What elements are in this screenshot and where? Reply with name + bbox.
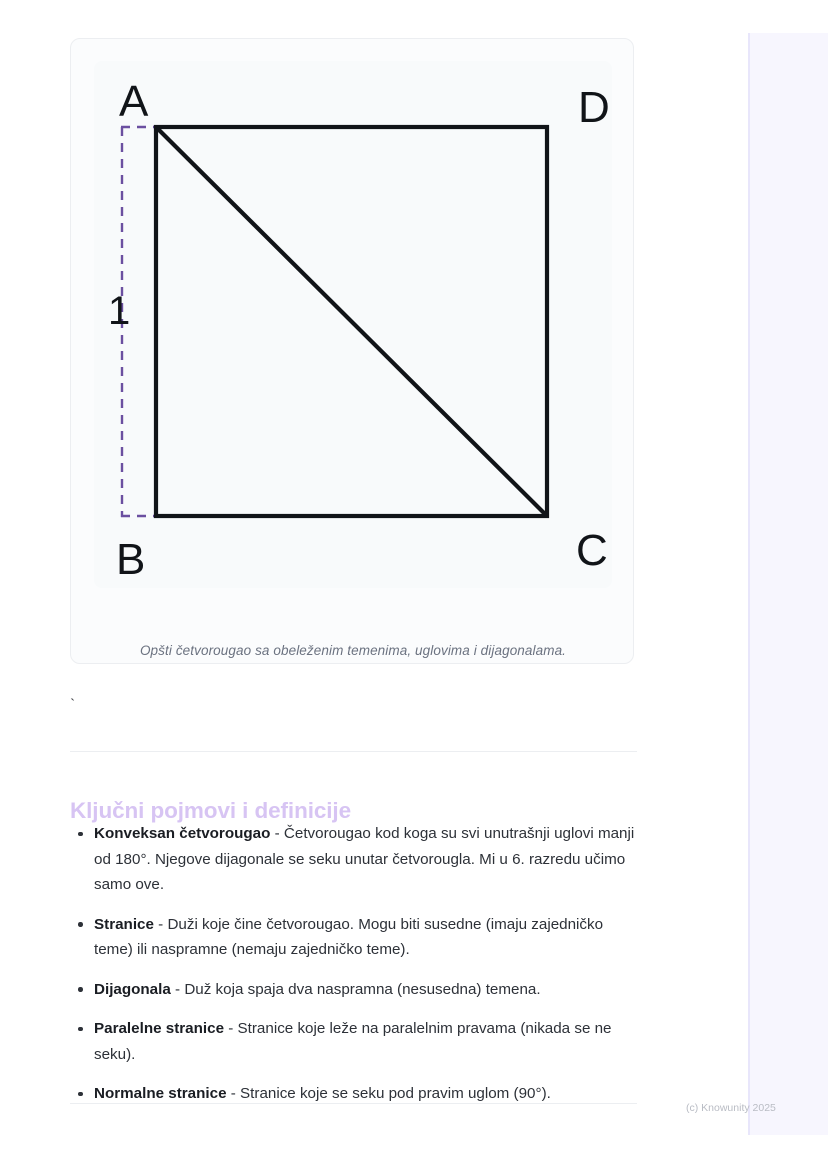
- term-name: Paralelne stranice: [94, 1020, 225, 1037]
- term-definition: Četvorougao kod koga su svi unutrašnji u…: [94, 825, 635, 893]
- page-title: Ključni pojmovi i definicije: [70, 797, 351, 823]
- term-name: Stranice: [94, 915, 154, 933]
- list-item: Dijagonala - Duž koja spaja dva naspramn…: [70, 977, 638, 1003]
- right-side-panel: [748, 33, 828, 1135]
- vertex-label-b: B: [116, 535, 145, 584]
- term-separator: -: [270, 825, 284, 842]
- term-name: Dijagonala: [94, 980, 171, 998]
- list-item: Paralelne stranice - Stranice koje leže …: [70, 1016, 638, 1067]
- list-item: Konveksan četvorougao - Četvorougao kod …: [70, 821, 638, 898]
- list-item: Normalne stranice - Stranice koje se sek…: [70, 1081, 638, 1107]
- dashed-measure-guide: [120, 125, 159, 518]
- term-definition: Stranice koje leže na paralelnim pravama…: [94, 1020, 612, 1063]
- stray-backtick-text: `: [68, 697, 78, 714]
- term-separator: -: [224, 1020, 238, 1037]
- vertex-label-c: C: [576, 526, 608, 575]
- term-definition: Stranice koje se seku pod pravim uglom (…: [240, 1085, 551, 1102]
- vertex-label-d: D: [578, 83, 610, 132]
- side-measure-label: 1: [108, 289, 130, 333]
- term-separator: -: [226, 1085, 241, 1102]
- figure-caption: Opšti četvorougao sa obeleženim temenima…: [139, 643, 567, 658]
- list-item: Stranice - Duži koje čine četvorougao. M…: [70, 912, 638, 963]
- term-definition: Duž koja spaja dva naspramna (nesusedna)…: [184, 980, 541, 998]
- diagonal-line: [154, 125, 549, 518]
- section-divider-bottom: [70, 1103, 637, 1104]
- figure-card: A D B C 1 Opšti četvorougao sa obeleženi…: [70, 38, 634, 664]
- vertex-label-a: A: [119, 77, 149, 126]
- key-terms-list: Konveksan četvorougao - Četvorougao kod …: [70, 821, 638, 1121]
- section-divider-top: [70, 751, 637, 752]
- term-name: Normalne stranice: [94, 1085, 227, 1102]
- quadrilateral-outline: [153, 124, 550, 519]
- term-name: Konveksan četvorougao: [94, 825, 271, 842]
- footer-copyright: (c) Knowunity 2025: [686, 1102, 776, 1114]
- term-definition: Duži koje čine četvorougao. Mogu biti su…: [94, 915, 604, 959]
- quadrilateral-diagram: A D B C 1: [71, 39, 635, 599]
- term-separator: -: [153, 915, 168, 933]
- term-separator: -: [170, 980, 185, 998]
